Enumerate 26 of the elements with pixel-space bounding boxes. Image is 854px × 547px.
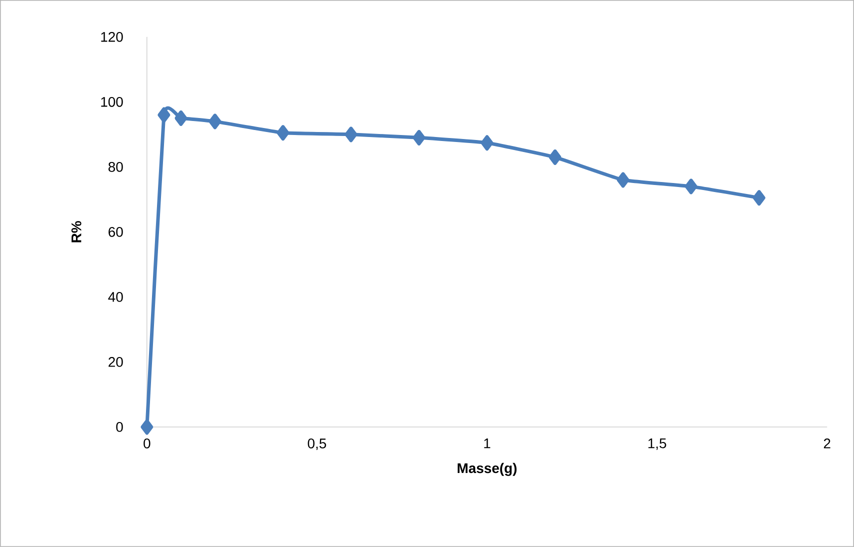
- point: [616, 172, 630, 188]
- x-tick-label: 2: [824, 438, 830, 448]
- y-tick-label: 80: [108, 162, 123, 172]
- x-tick-label: 0,5: [308, 438, 326, 450]
- x-tick-label: 0: [144, 438, 150, 448]
- y-tick-label: 60: [108, 227, 123, 237]
- point: [158, 107, 170, 123]
- point: [174, 110, 188, 126]
- point: [480, 135, 494, 151]
- point: [412, 130, 426, 146]
- point: [752, 190, 766, 206]
- x-axis-title: Masse(g): [458, 462, 517, 476]
- y-tick-label: 40: [108, 292, 123, 302]
- y-tick-label: 100: [101, 97, 123, 107]
- y-axis-title: R%: [71, 221, 82, 242]
- y-tick-label: 0: [116, 422, 123, 432]
- x-tick-label: 1: [484, 438, 490, 448]
- x-tick-label: 1,5: [648, 438, 666, 450]
- y-tick-label: 120: [101, 32, 123, 42]
- point: [140, 419, 154, 435]
- y-tick-label: 20: [108, 357, 123, 367]
- point: [548, 149, 562, 165]
- point: [276, 125, 290, 141]
- point: [684, 178, 698, 194]
- point: [208, 114, 222, 130]
- point: [344, 126, 358, 142]
